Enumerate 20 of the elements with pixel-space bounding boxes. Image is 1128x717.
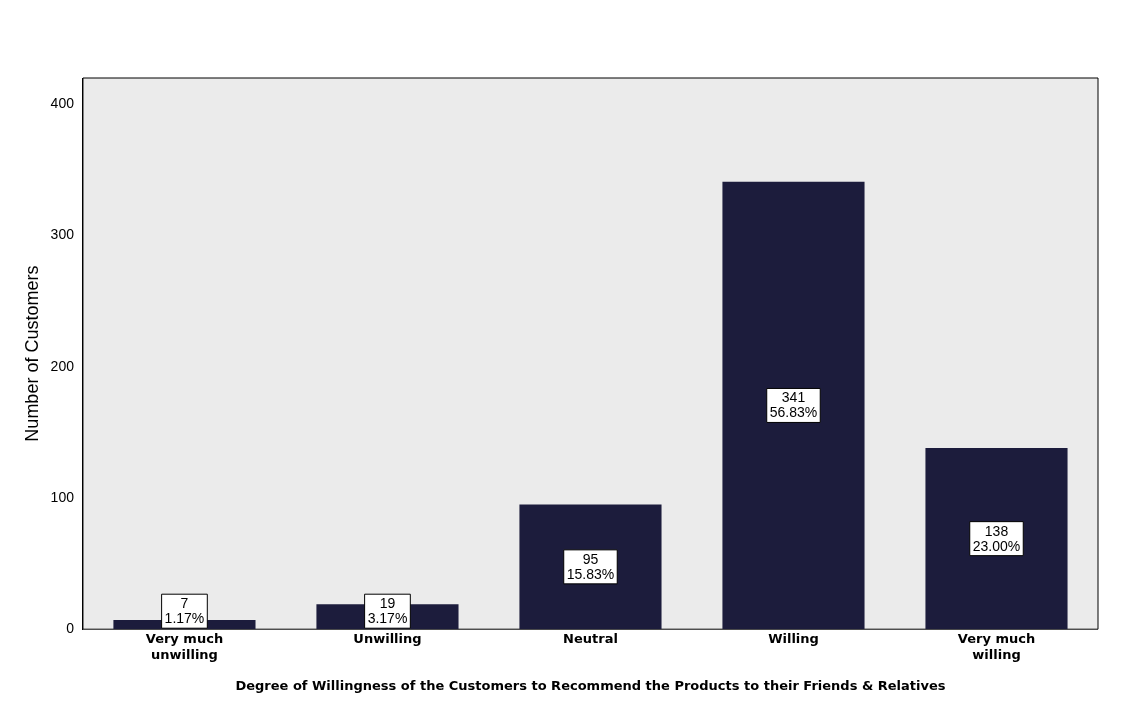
data-label: 138 23.00%: [972, 522, 1021, 554]
data-label: 7 1.17%: [164, 595, 205, 627]
bar: [519, 504, 662, 630]
y-tick-label: 0: [66, 620, 75, 637]
y-axis-title: Number of Customers: [21, 265, 42, 442]
x-tick-label: Willing: [768, 631, 819, 647]
bar: [925, 448, 1068, 630]
x-tick-label: Very much willing: [957, 631, 1036, 662]
y-tick-label: 200: [50, 357, 75, 374]
data-label: 19 3.17%: [367, 595, 408, 627]
x-tick-label: Very much unwilling: [145, 631, 224, 662]
x-tick-label: Neutral: [563, 631, 618, 647]
data-label: 95 15.83%: [566, 550, 615, 582]
y-tick-label: 100: [50, 488, 75, 505]
x-axis-title: Degree of Willingness of the Customers to Recommend the Products to their Friends & Relatives: [235, 677, 946, 693]
data-label: 341 56.83%: [769, 389, 818, 421]
bar: [722, 181, 865, 630]
y-tick-label: 400: [50, 95, 75, 112]
x-tick-label: Unwilling: [353, 631, 422, 647]
y-tick-label: 300: [50, 226, 75, 243]
